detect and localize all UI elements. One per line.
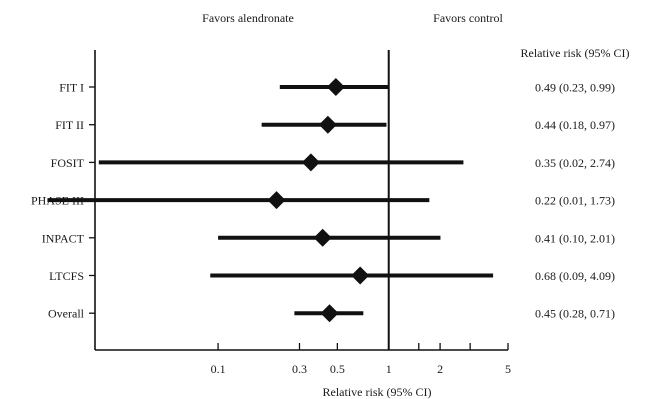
study-label: FIT I: [59, 81, 84, 95]
point-estimate-diamond: [267, 191, 286, 210]
x-tick-label: 2: [437, 362, 443, 376]
study-rows: FIT I 0.49 (0.23, 0.99) FIT II 0.44 (0.18, …: [31, 78, 615, 323]
ci-value-text: 0.35 (0.02, 2.74): [535, 156, 615, 170]
study-row: FOSIT 0.35 (0.02, 2.74): [51, 153, 615, 172]
point-estimate-diamond: [318, 115, 337, 134]
favors-alendronate-label: Favors alendronate: [202, 11, 294, 25]
study-row: Overall 0.45 (0.28, 0.71): [48, 304, 615, 323]
ci-value-text: 0.49 (0.23, 0.99): [535, 81, 615, 95]
study-label: FIT II: [55, 118, 84, 132]
x-tick-label: 1: [386, 362, 392, 376]
study-row: PHASE III0.22 (0.01, 1.73): [31, 191, 615, 210]
favors-control-label: Favors control: [433, 11, 503, 25]
ci-value-text: 0.45 (0.28, 0.71): [535, 307, 615, 321]
x-tick-label: 0.5: [330, 362, 345, 376]
x-axis-label: Relative risk (95% CI): [323, 385, 432, 399]
x-tick-label: 5: [505, 362, 511, 376]
point-estimate-diamond: [313, 228, 332, 247]
ci-column-title: Relative risk (95% CI): [521, 46, 630, 60]
point-estimate-diamond: [320, 304, 339, 323]
x-tick-label: 0.1: [211, 362, 226, 376]
study-label: LTCFS: [49, 269, 84, 283]
ci-value-text: 0.41 (0.10, 2.01): [535, 231, 615, 245]
ci-value-text: 0.44 (0.18, 0.97): [535, 118, 615, 132]
study-row: FIT I 0.49 (0.23, 0.99): [59, 78, 615, 96]
x-ticks: 0.1 0.3 0.5 1 2 5: [211, 343, 511, 376]
study-label: FOSIT: [51, 156, 85, 170]
x-tick-label: 0.3: [292, 362, 307, 376]
ci-value-text: 0.22 (0.01, 1.73): [535, 194, 615, 208]
study-row: INPACT 0.41 (0.10, 2.01): [42, 228, 615, 247]
study-label: Overall: [48, 307, 85, 321]
point-estimate-diamond: [351, 266, 370, 285]
ci-value-text: 0.68 (0.09, 4.09): [535, 269, 615, 283]
study-row: FIT II 0.44 (0.18, 0.97): [55, 115, 615, 134]
study-row: LTCFS 0.68 (0.09, 4.09): [49, 266, 615, 285]
point-estimate-diamond: [301, 153, 320, 172]
study-label: INPACT: [42, 231, 85, 245]
point-estimate-diamond: [326, 78, 345, 96]
